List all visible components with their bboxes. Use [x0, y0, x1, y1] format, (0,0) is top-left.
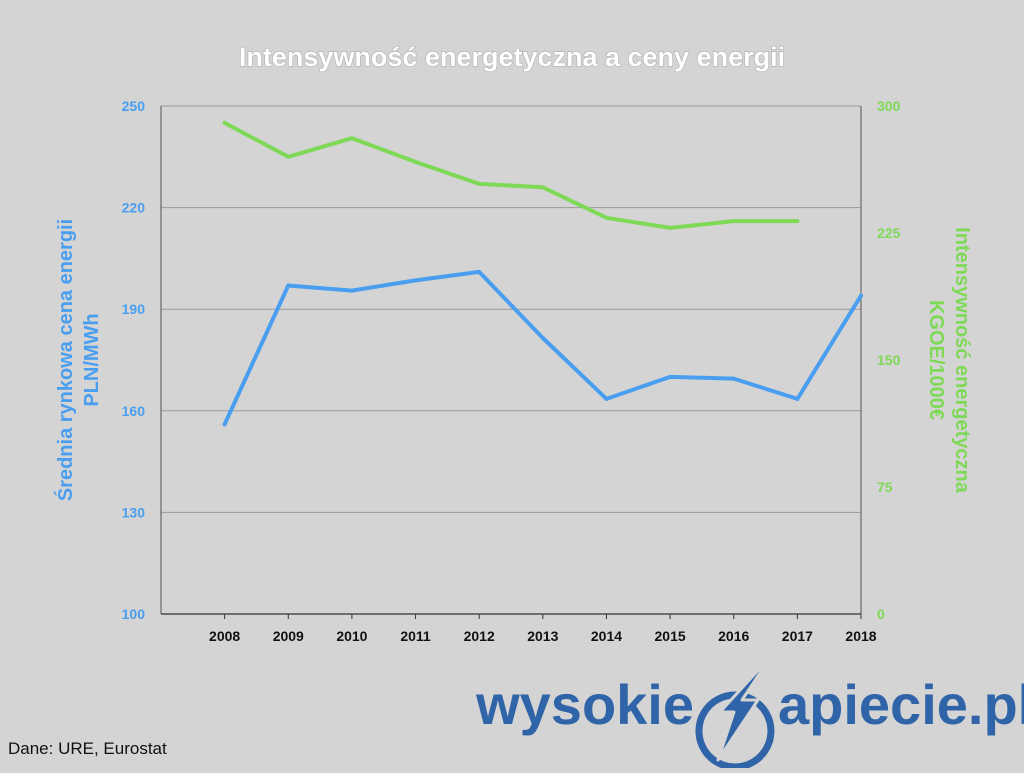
axis-layer — [160, 106, 862, 619]
data-point-left-2009 — [286, 283, 291, 288]
series-line-left — [222, 269, 863, 427]
data-point-left-2012 — [477, 269, 482, 274]
x-tick-label-2016: 2016 — [718, 628, 749, 644]
data-point-right-2008 — [222, 120, 227, 125]
brand-logo: wysokie apiecie.pl — [475, 653, 1024, 771]
left-axis-title-line2: PLN/MWh — [81, 313, 103, 406]
source-note: Dane: URE, Eurostat — [8, 739, 167, 758]
chart-title: Intensywność energetyczna a ceny energii — [239, 42, 785, 72]
right-tick-label-0: 0 — [877, 606, 885, 622]
left-tick-label-250: 250 — [122, 98, 146, 114]
data-point-right-2009 — [286, 154, 291, 159]
data-point-left-2018 — [859, 293, 863, 298]
grid-layer — [161, 105, 861, 513]
data-point-left-2013 — [540, 335, 545, 340]
x-tick-label-2010: 2010 — [336, 628, 367, 644]
data-point-right-2013 — [540, 185, 545, 190]
left-tick-label-130: 130 — [122, 504, 146, 520]
data-point-right-2012 — [477, 181, 482, 186]
x-tick-label-2013: 2013 — [527, 628, 558, 644]
data-point-left-2008 — [222, 422, 227, 427]
data-point-left-2016 — [731, 376, 736, 381]
data-point-right-2016 — [731, 219, 736, 224]
data-point-left-2011 — [413, 278, 418, 283]
left-tick-label-190: 190 — [122, 301, 146, 317]
lightning-bolt-icon — [695, 653, 775, 771]
x-tick-label-2012: 2012 — [464, 628, 495, 644]
brand-text-left: wysokie — [475, 673, 694, 736]
right-tick-label-300: 300 — [877, 98, 901, 114]
x-tick-label-2018: 2018 — [845, 628, 876, 644]
brand-text-right: apiecie.pl — [778, 673, 1024, 736]
right-tick-label-75: 75 — [877, 479, 893, 495]
x-tick-label-2011: 2011 — [400, 628, 431, 644]
data-point-left-2014 — [604, 396, 609, 401]
data-point-left-2015 — [668, 374, 673, 379]
tick-layer: 2008 2009 2010 2011 2012 2013 2014 2015 2016 2017… — [122, 98, 901, 644]
right-axis-title-line1: Intensywność energetyczna — [951, 227, 973, 494]
left-axis-title-line1: Średnia rynkowa cena energii — [53, 219, 77, 501]
data-point-right-2014 — [604, 215, 609, 220]
series-line-right — [222, 120, 800, 230]
right-tick-label-225: 225 — [877, 225, 901, 241]
right-axis-title-line2: KGOE/1000€ — [925, 300, 947, 420]
data-point-right-2015 — [668, 225, 673, 230]
x-tick-label-2008: 2008 — [209, 628, 240, 644]
data-point-left-2017 — [795, 396, 800, 401]
x-tick-label-2017: 2017 — [782, 628, 813, 644]
left-tick-label-160: 160 — [122, 403, 146, 419]
x-tick-label-2014: 2014 — [591, 628, 622, 644]
data-point-right-2011 — [413, 159, 418, 164]
right-tick-label-150: 150 — [877, 352, 901, 368]
data-point-right-2010 — [349, 136, 354, 141]
x-tick-label-2015: 2015 — [655, 628, 686, 644]
left-tick-label-220: 220 — [122, 200, 146, 216]
data-point-left-2010 — [349, 288, 354, 293]
left-tick-label-100: 100 — [122, 606, 146, 622]
x-tick-label-2009: 2009 — [273, 628, 304, 644]
data-point-right-2017 — [795, 219, 800, 224]
series-layer — [222, 120, 863, 427]
